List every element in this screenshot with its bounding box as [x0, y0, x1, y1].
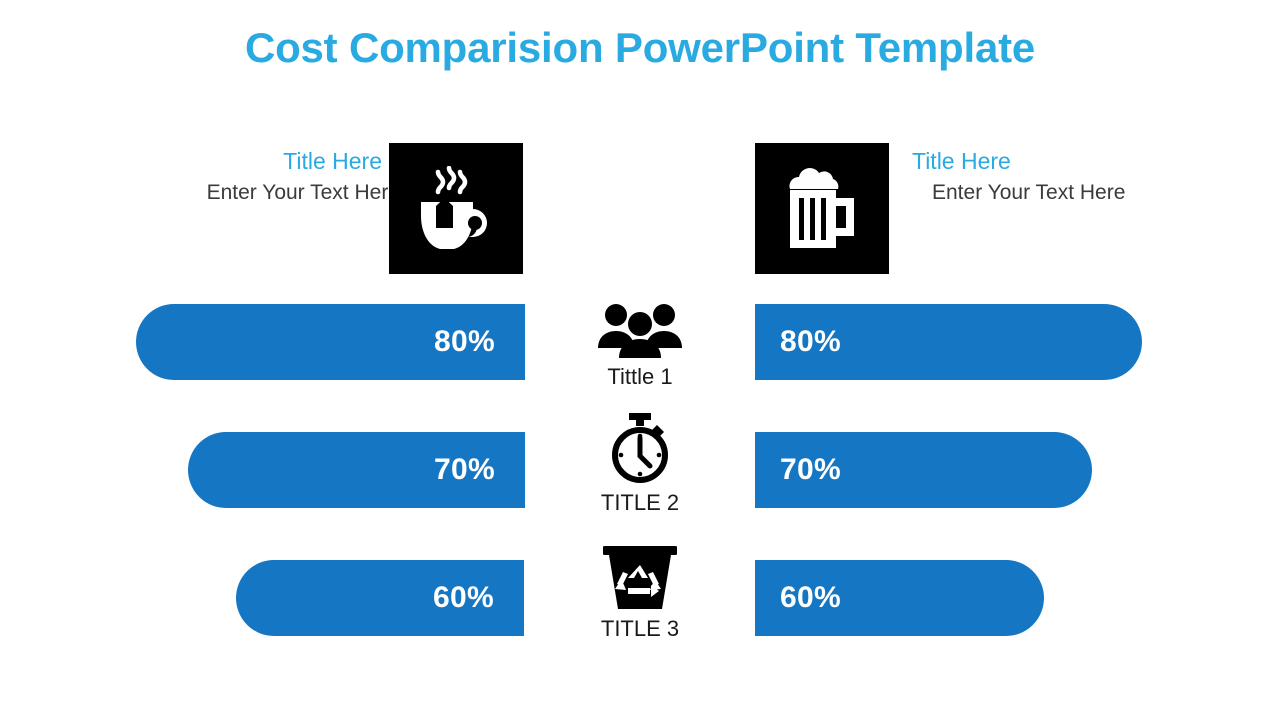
- left-bar-value-2: 70%: [434, 453, 495, 486]
- left-panel-subtitle: Enter Your Text Here: [206, 180, 400, 204]
- right-bar-row-3[interactable]: 60%: [755, 560, 1044, 636]
- right-icon-box[interactable]: [755, 143, 889, 274]
- tea-cup-icon: [415, 165, 497, 252]
- left-bar-value-3: 60%: [433, 581, 494, 614]
- recycle-bin-icon: [560, 546, 720, 610]
- center-item-3-label: TITLE 3: [600, 616, 680, 641]
- left-bar-value-1: 80%: [434, 325, 495, 358]
- left-icon-box[interactable]: [389, 143, 523, 274]
- page-title: Cost Comparision PowerPoint Template: [244, 24, 1036, 71]
- center-item-1-label: Tittle 1: [607, 364, 673, 389]
- left-panel-title: Title Here: [283, 148, 382, 174]
- center-item-1[interactable]: Tittle 1: [560, 296, 720, 388]
- left-bar-row-2[interactable]: 70%: [188, 432, 525, 508]
- right-panel-title: Title Here: [912, 148, 1011, 174]
- beer-mug-icon: [780, 165, 864, 253]
- header-row: Title Here Enter Your Text Here: [0, 143, 1280, 275]
- right-bar-value-1: 80%: [780, 325, 841, 358]
- people-group-icon: [560, 296, 720, 358]
- right-bar-row-1[interactable]: 80%: [755, 304, 1142, 380]
- center-item-2[interactable]: TITLE 2: [560, 413, 720, 515]
- right-bar-value-3: 60%: [780, 581, 841, 614]
- right-bar-row-2[interactable]: 70%: [755, 432, 1092, 508]
- stopwatch-icon: [560, 413, 720, 484]
- right-panel-text: Title Here Enter Your Text Here: [912, 147, 1142, 206]
- center-item-3[interactable]: TITLE 3: [560, 546, 720, 641]
- left-bar-row-3[interactable]: 60%: [236, 560, 524, 636]
- right-bar-value-2: 70%: [780, 453, 841, 486]
- left-panel-text: Title Here Enter Your Text Here: [152, 147, 400, 206]
- left-bar-row-1[interactable]: 80%: [136, 304, 525, 380]
- right-panel-subtitle: Enter Your Text Here: [932, 180, 1126, 204]
- center-item-2-label: TITLE 2: [600, 490, 680, 515]
